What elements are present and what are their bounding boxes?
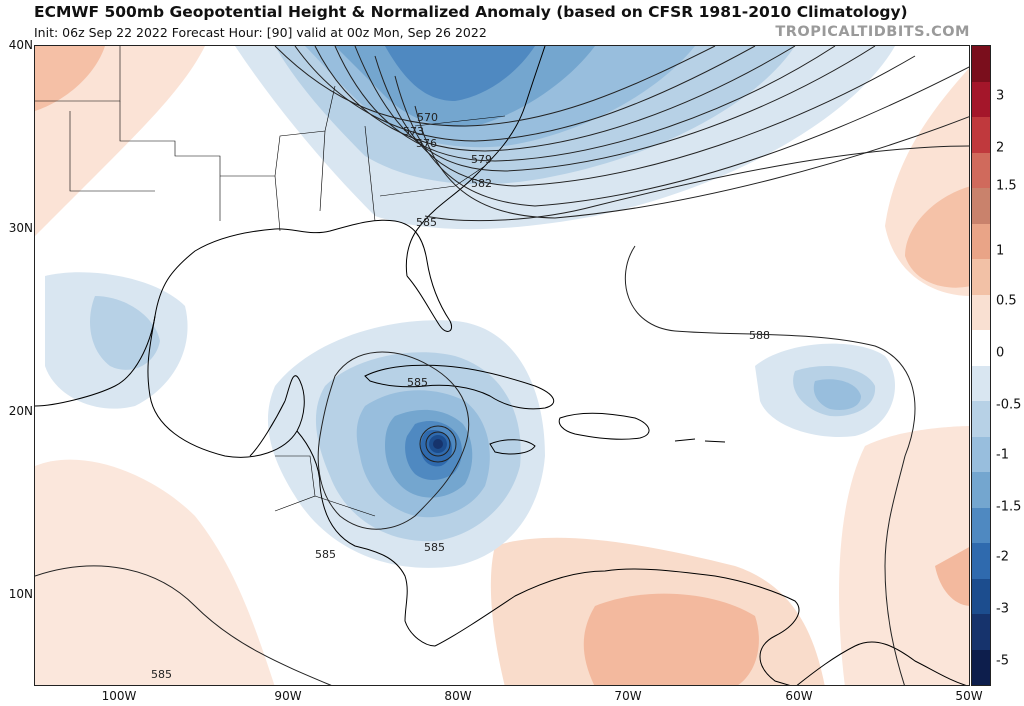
lat-label-40n: 40N (8, 38, 33, 52)
contour-label-570: 570 (417, 111, 438, 124)
map-panel: 570 573 576 579 582 585 588 585 585 585 … (34, 45, 970, 686)
colorbar-label-2: 2 (996, 140, 1005, 156)
lon-label-80w: 80W (444, 689, 472, 703)
colorbar-swatch (972, 330, 990, 366)
colorbar-label-neg-1-5: -1.5 (996, 499, 1022, 515)
contour-label-585-cuba: 585 (407, 376, 428, 389)
brand-watermark[interactable]: TROPICALTIDBITS.COM (775, 24, 970, 40)
height-contours (35, 46, 969, 685)
contour-label-588: 588 (749, 329, 770, 342)
colorbar-swatch (972, 81, 990, 117)
colorbar-swatch (972, 543, 990, 579)
chart-subtitle: Init: 06z Sep 22 2022 Forecast Hour: [90… (34, 25, 487, 40)
colorbar (971, 45, 991, 686)
colorbar-swatch (972, 259, 990, 295)
contour-label-576: 576 (416, 137, 437, 150)
colorbar-swatch (972, 117, 990, 153)
lon-label-70w: 70W (614, 689, 642, 703)
colorbar-label-neg-1: -1 (996, 447, 1009, 463)
colorbar-label-0: 0 (996, 345, 1005, 361)
colorbar-swatch (972, 365, 990, 401)
colorbar-label-0-5: 0.5 (996, 293, 1017, 309)
colorbar-label-neg-2: -2 (996, 549, 1009, 565)
colorbar-label-neg-3: -3 (996, 601, 1009, 617)
lat-label-10n: 10N (8, 587, 33, 601)
cool-anomaly-hurricane (267, 320, 545, 568)
colorbar-label-1: 1 (996, 243, 1005, 259)
colorbar-swatch (972, 401, 990, 437)
contour-label-573: 573 (403, 125, 424, 138)
lat-label-20n: 20N (8, 404, 33, 418)
colorbar-swatch (972, 578, 990, 614)
colorbar-label-neg-5: -5 (996, 653, 1009, 669)
colorbar-label-3: 3 (996, 88, 1005, 104)
contour-label-585-pacific: 585 (151, 668, 172, 681)
colorbar-swatch (972, 614, 990, 650)
lon-label-90w: 90W (274, 689, 302, 703)
contour-label-585-central: 585 (315, 548, 336, 561)
colorbar-swatch (972, 436, 990, 472)
map-canvas: 570 573 576 579 582 585 588 585 585 585 … (35, 46, 969, 685)
coastlines (35, 46, 967, 685)
cool-anomaly-gulf (45, 272, 188, 409)
contour-label-579: 579 (471, 153, 492, 166)
colorbar-swatch (972, 294, 990, 330)
lon-label-100w: 100W (101, 689, 137, 703)
colorbar-swatch (972, 46, 990, 82)
colorbar-swatch (972, 507, 990, 543)
colorbar-swatch (972, 188, 990, 224)
colorbar-label-neg-0-5: -0.5 (996, 397, 1022, 413)
lon-label-60w: 60W (785, 689, 813, 703)
colorbar-label-1-5: 1.5 (996, 178, 1017, 194)
cool-anomaly-atlantic (755, 343, 895, 437)
contour-label-585-north: 585 (416, 216, 437, 229)
colorbar-swatch (972, 152, 990, 188)
lat-label-30n: 30N (8, 221, 33, 235)
chart-title: ECMWF 500mb Geopotential Height & Normal… (34, 3, 908, 21)
warm-anomaly-layer (35, 46, 969, 685)
contour-labels: 570 573 576 579 582 585 588 585 585 585 … (151, 111, 770, 681)
colorbar-swatch (972, 649, 990, 685)
colorbar-swatch (972, 472, 990, 508)
political-boundaries (35, 46, 506, 517)
colorbar-swatch (972, 223, 990, 259)
lon-label-50w: 50W (955, 689, 983, 703)
contour-label-582: 582 (471, 177, 492, 190)
contour-label-585-south: 585 (424, 541, 445, 554)
